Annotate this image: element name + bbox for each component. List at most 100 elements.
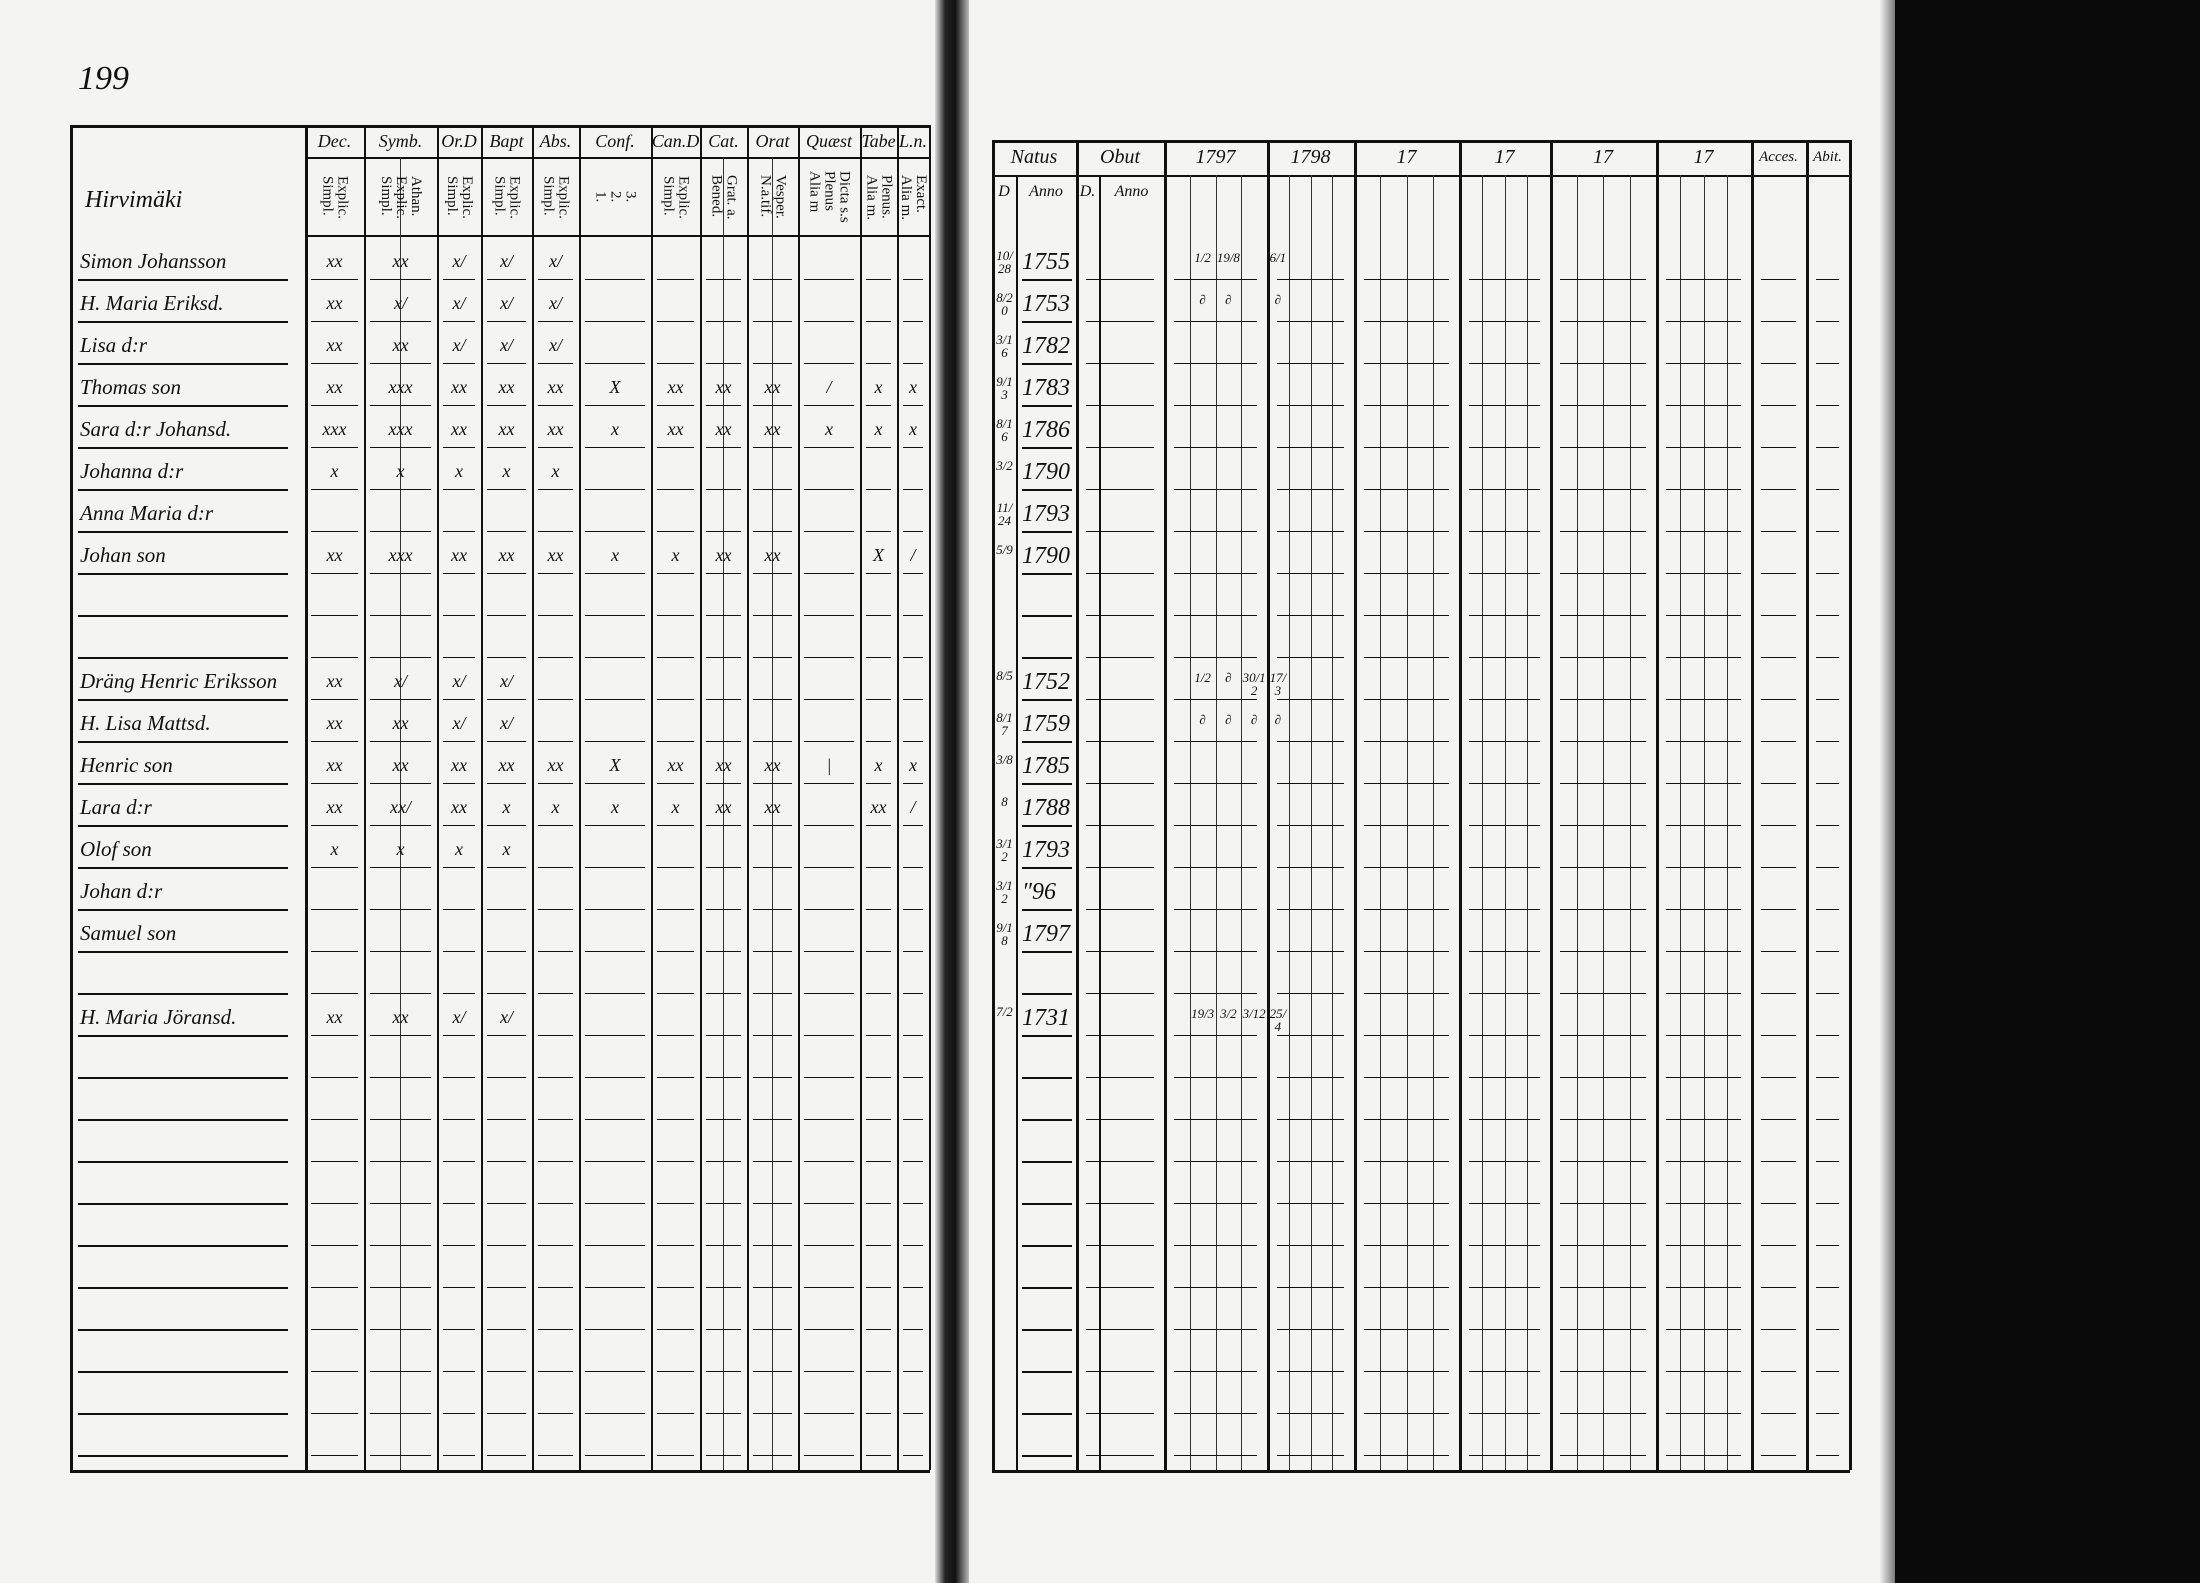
row-line [657,363,694,364]
row-line [1560,531,1646,532]
row-line [1022,1203,1072,1205]
row-line [1761,699,1796,700]
column-subheader: Explic. Simpl. [319,175,351,219]
row-line [538,279,573,280]
column-divider [481,125,483,1470]
column-divider [364,125,366,1470]
examination-mark: xx [451,545,467,565]
row-line [1816,531,1839,532]
row-line [1761,657,1796,658]
row-line [1086,615,1154,616]
row-line [1560,741,1646,742]
row-line [1469,321,1540,322]
row-line [78,1455,288,1457]
examination-mark: xx/ [390,797,411,817]
examination-mark: xx [764,545,781,565]
row-line [370,1287,431,1288]
row-line [443,573,475,574]
row-line [311,321,358,322]
row-line [866,1413,891,1414]
row-line [311,1161,358,1162]
row-line [1816,783,1839,784]
column-header: 17 [1396,146,1417,168]
column-divider [70,125,73,1470]
communion-date: 3/12 [1242,1006,1266,1021]
row-line [78,1161,288,1163]
row-line [1022,951,1072,953]
column-divider [1354,140,1357,1470]
row-line [1666,1413,1741,1414]
row-line [1022,783,1072,785]
birth-year: 1790 [1022,459,1070,485]
row-line [1174,1413,1257,1414]
row-line [1666,279,1741,280]
examination-mark: xx [392,335,409,355]
row-line [1277,1077,1344,1078]
row-line [78,405,288,407]
row-line [804,783,854,784]
column-subheader: Explic. Simpl. [660,175,692,219]
row-line [706,531,741,532]
row-line [1022,1455,1072,1457]
person-name: Thomas son [80,375,181,399]
row-line [1816,405,1839,406]
row-line [1666,1371,1741,1372]
row-line [1560,1077,1646,1078]
communion-date: 19/8 [1216,250,1240,265]
row-line [585,657,645,658]
row-line [753,783,792,784]
row-line [1761,1035,1796,1036]
row-line [1022,1413,1072,1415]
row-line [706,447,741,448]
row-line [1086,1035,1154,1036]
scan-background [1895,0,2200,1583]
row-line [1086,699,1154,700]
examination-mark: xx [326,251,343,271]
row-line [1086,1329,1154,1330]
row-line [753,447,792,448]
row-line [443,951,475,952]
examination-mark: xx [392,251,409,271]
row-line [804,615,854,616]
subcolumn-divider [1099,175,1101,1470]
row-line [311,489,358,490]
row-line [753,825,792,826]
row-line [1666,1455,1741,1456]
row-line [1666,1245,1741,1246]
column-subheader: 3. 2. 1. [592,191,639,203]
row-line [1761,825,1796,826]
row-line [657,1245,694,1246]
examination-mark: x [671,545,680,565]
row-line [78,783,288,785]
row-line [804,405,854,406]
row-line [585,1035,645,1036]
subcolumn-divider [1288,175,1290,1470]
row-line [1174,1329,1257,1330]
row-line [903,867,923,868]
row-line [1364,951,1449,952]
examination-mark: x/ [549,335,562,355]
row-line [1364,783,1449,784]
row-line [1469,951,1540,952]
row-line [1560,405,1646,406]
row-line [487,489,526,490]
column-header: Symb. [378,130,423,151]
row-line [538,1203,573,1204]
row-line [1086,489,1154,490]
row-line [1666,1203,1741,1204]
row-line [1364,279,1449,280]
row-line [538,783,573,784]
column-divider [437,125,439,1470]
row-line [538,363,573,364]
column-subheader: Dicta s.s Plenus Alia m [806,171,853,223]
row-line [753,741,792,742]
row-line [866,1329,891,1330]
examination-mark: x [611,419,619,439]
row-line [1816,1413,1839,1414]
row-line [1469,573,1540,574]
row-line [487,1203,526,1204]
row-line [1560,951,1646,952]
birth-year: 1790 [1022,543,1070,569]
row-line [903,1287,923,1288]
examination-mark: xx [451,377,467,397]
